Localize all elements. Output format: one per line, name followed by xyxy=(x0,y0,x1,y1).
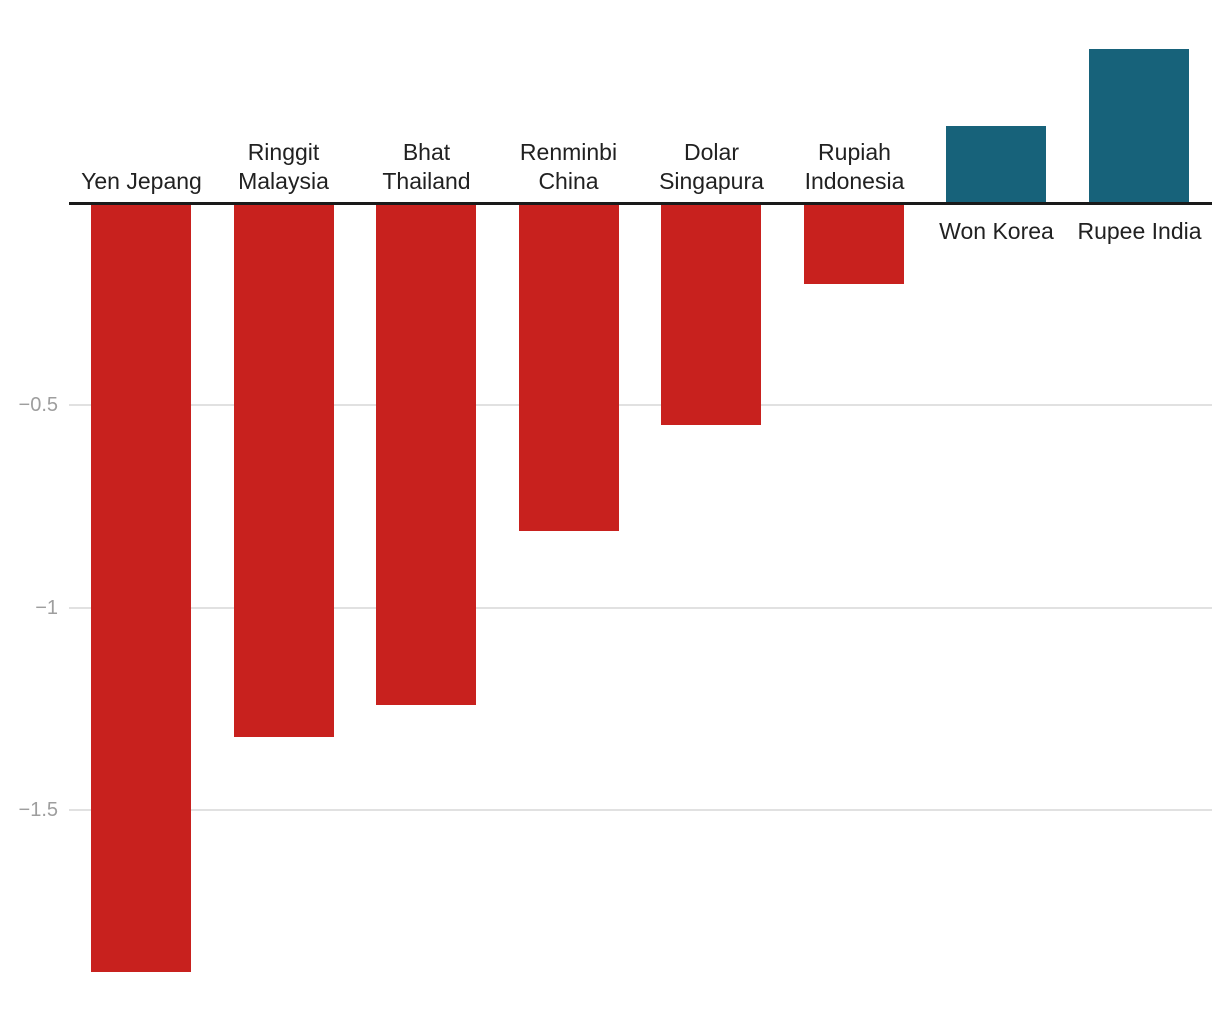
category-label-rupiah-indonesia: Rupiah Indonesia xyxy=(773,138,936,196)
category-label-line: Ringgit xyxy=(247,139,320,165)
category-label-line: Bhat xyxy=(402,139,451,165)
category-label-yen-jepang: Yen Jepang xyxy=(60,167,223,196)
category-label-renminbi-china: Renminbi China xyxy=(487,138,650,196)
category-label-line: Indonesia xyxy=(804,168,905,194)
gridline xyxy=(69,606,1212,609)
category-label-ringgit-malaysia: Ringgit Malaysia xyxy=(202,138,365,196)
category-label-line: Rupee India xyxy=(1077,218,1202,244)
category-label-rupee-india: Rupee India xyxy=(1058,217,1220,246)
category-label-line: Singapura xyxy=(659,168,764,194)
category-label-won-korea: Won Korea xyxy=(915,217,1078,246)
category-label-line: Rupiah xyxy=(818,139,891,165)
bar-won-korea[interactable] xyxy=(946,126,1046,203)
bar-bhat-thailand[interactable] xyxy=(376,203,476,705)
bar-ringgit-malaysia[interactable] xyxy=(234,203,334,737)
category-label-line: Yen Jepang xyxy=(81,168,202,194)
category-label-bhat-thailand: Bhat Thailand xyxy=(345,138,508,196)
y-tick-label: −1.5 xyxy=(18,798,58,821)
category-label-line: Renminbi xyxy=(519,139,618,165)
gridline xyxy=(69,808,1212,811)
bar-dolar-singapura[interactable] xyxy=(661,203,761,425)
x-axis-line xyxy=(69,202,1212,205)
bar-yen-jepang[interactable] xyxy=(91,203,191,972)
y-tick-label: −1 xyxy=(35,596,58,619)
category-label-line: Malaysia xyxy=(238,168,329,194)
category-label-dolar-singapura: Dolar Singapura xyxy=(630,138,793,196)
category-label-line: Dolar xyxy=(684,139,739,165)
category-label-line: China xyxy=(538,168,599,194)
bar-rupee-india[interactable] xyxy=(1089,49,1189,203)
gridline xyxy=(69,404,1212,407)
bar-renminbi-china[interactable] xyxy=(519,203,619,531)
category-label-line: Won Korea xyxy=(939,218,1054,244)
bar-rupiah-indonesia[interactable] xyxy=(804,203,904,284)
y-tick-label: −0.5 xyxy=(18,394,58,417)
category-label-line: Thailand xyxy=(382,168,471,194)
